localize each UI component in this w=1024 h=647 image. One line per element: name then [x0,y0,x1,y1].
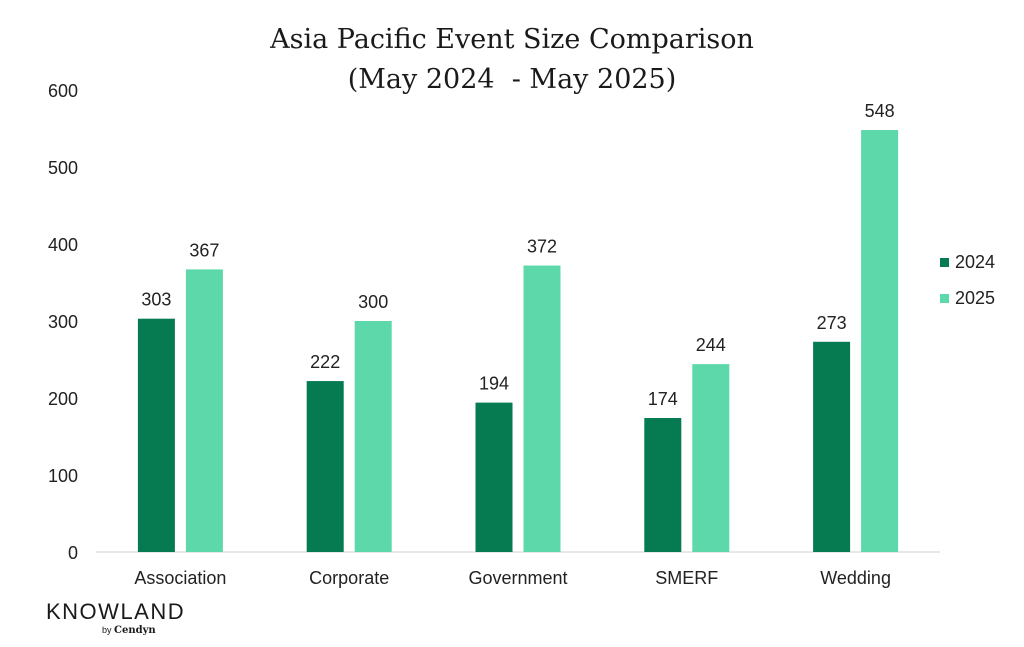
x-tick-label: Association [134,568,226,588]
legend-swatch-2024 [940,258,949,267]
data-label: 372 [527,237,557,257]
brand-name: KNOWLAND [46,599,186,624]
x-tick-label: Government [468,568,567,588]
y-tick-label: 500 [48,158,78,178]
data-label: 300 [358,292,388,312]
x-tick-label: Corporate [309,568,389,588]
bar-wedding-2024 [813,341,851,552]
legend-swatch-2025 [940,294,949,303]
bar-association-2025 [185,269,223,552]
bars: 303 367 222 300 194 372 174 244 273 548 [137,101,899,553]
y-axis: 0 100 200 300 400 500 600 [48,81,78,563]
bar-wedding-2025 [861,130,899,553]
data-label: 174 [648,389,678,409]
chart-title: Asia Pacific Event Size Comparison (May … [0,20,1024,100]
y-tick-label: 400 [48,235,78,255]
chart-title-line-1: Asia Pacific Event Size Comparison [270,24,754,55]
bar-association-2024 [137,318,175,552]
y-tick-label: 300 [48,312,78,332]
data-label: 303 [141,290,171,310]
bar-corporate-2025 [354,321,392,552]
x-tick-label: SMERF [655,568,718,588]
legend-label-2024: 2024 [955,252,995,272]
legend: 2024 2025 [940,252,995,308]
brand-parent: Cendyn [114,625,156,636]
y-tick-label: 0 [68,543,78,563]
x-axis-labels: Association Corporate Government SMERF Weddi… [134,568,891,588]
chart-title-line-2: (May 2024 - May 2025) [347,64,677,95]
legend-label-2025: 2025 [955,288,995,308]
brand-by: by [102,625,112,635]
y-tick-label: 600 [48,81,78,101]
bar-government-2025 [523,265,561,552]
data-label: 244 [696,335,726,355]
data-label: 273 [817,313,847,333]
knowland-logo: KNOWLAND by Cendyn [46,600,185,637]
y-tick-label: 100 [48,466,78,486]
bar-smerf-2025 [692,364,730,552]
data-label: 222 [310,352,340,372]
y-tick-label: 200 [48,389,78,409]
brand-byline: by Cendyn [102,624,185,637]
data-label: 194 [479,374,509,394]
bar-corporate-2024 [306,381,344,552]
data-label: 548 [865,101,895,121]
bar-government-2024 [475,402,513,552]
bar-smerf-2024 [644,418,682,552]
data-label: 367 [189,240,219,260]
x-tick-label: Wedding [820,568,891,588]
